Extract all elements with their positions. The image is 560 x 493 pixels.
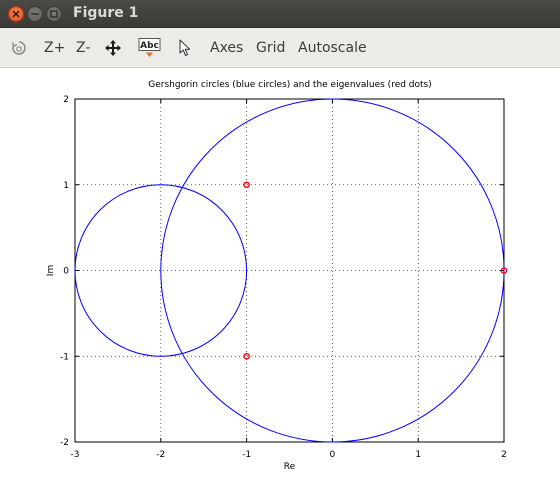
maximize-window-button[interactable] — [46, 6, 62, 22]
x-tick-label: 0 — [330, 450, 336, 460]
rotate-icon — [11, 40, 26, 55]
y-tick-label: -2 — [60, 438, 69, 448]
rotate-button[interactable] — [10, 28, 28, 67]
figure-canvas[interactable]: Gershgorin circles (blue circles) and th… — [0, 68, 560, 489]
minimize-window-button[interactable] — [27, 6, 43, 22]
gershgorin-circle — [74, 184, 248, 357]
axes-label: Axes — [210, 39, 244, 56]
zoom-out-label: Z- — [76, 39, 91, 56]
y-tick-label: 0 — [63, 267, 69, 277]
y-tick-label: 1 — [63, 181, 69, 191]
pointer-arrow-icon — [179, 39, 191, 56]
grid-button[interactable]: Grid — [256, 28, 285, 67]
gershgorin-plot: Gershgorin circles (blue circles) and th… — [46, 80, 508, 472]
minimize-icon — [31, 13, 39, 15]
x-axis-label: Re — [284, 462, 296, 472]
grid-lines — [75, 99, 504, 442]
eigenvalue-marker — [243, 352, 250, 360]
eigenvalue-marker — [243, 181, 250, 189]
autoscale-label: Autoscale — [298, 39, 367, 56]
close-window-button[interactable] — [8, 6, 24, 22]
axes-button[interactable]: Axes — [210, 28, 243, 67]
pan-button[interactable] — [104, 28, 122, 67]
x-tick-label: -3 — [71, 450, 80, 460]
pan-arrows-icon — [105, 39, 121, 56]
y-tick-label: 2 — [63, 95, 69, 105]
gershgorin-circle — [160, 98, 505, 443]
eigenvalue-marker — [500, 267, 508, 274]
figure-toolbar: Z+ Z- Abc Axes Grid Autoscale — [0, 28, 560, 68]
x-tick-label: -2 — [156, 450, 165, 460]
zoom-in-button[interactable]: Z+ — [44, 28, 65, 67]
select-pointer-button[interactable] — [178, 28, 192, 67]
window-titlebar: Figure 1 — [0, 0, 560, 28]
x-tick-label: -1 — [242, 450, 251, 460]
window-title: Figure 1 — [73, 5, 139, 21]
text-tool-icon: Abc — [138, 37, 161, 57]
y-axis-label: Im — [46, 265, 56, 276]
text-tool-label: Abc — [140, 41, 159, 51]
eigenvalue-points — [243, 181, 508, 360]
y-tick-label: -1 — [60, 352, 69, 362]
autoscale-button[interactable]: Autoscale — [298, 28, 367, 67]
chart-title: Gershgorin circles (blue circles) and th… — [148, 80, 432, 90]
grid-label: Grid — [256, 39, 286, 56]
close-icon — [12, 10, 20, 18]
insert-text-button[interactable]: Abc — [138, 28, 162, 67]
gershgorin-circles — [74, 98, 505, 443]
x-tick-label: 2 — [501, 450, 507, 460]
zoom-out-button[interactable]: Z- — [76, 28, 90, 67]
x-tick-label: 1 — [415, 450, 421, 460]
maximize-icon — [50, 10, 58, 18]
zoom-in-label: Z+ — [44, 39, 66, 56]
